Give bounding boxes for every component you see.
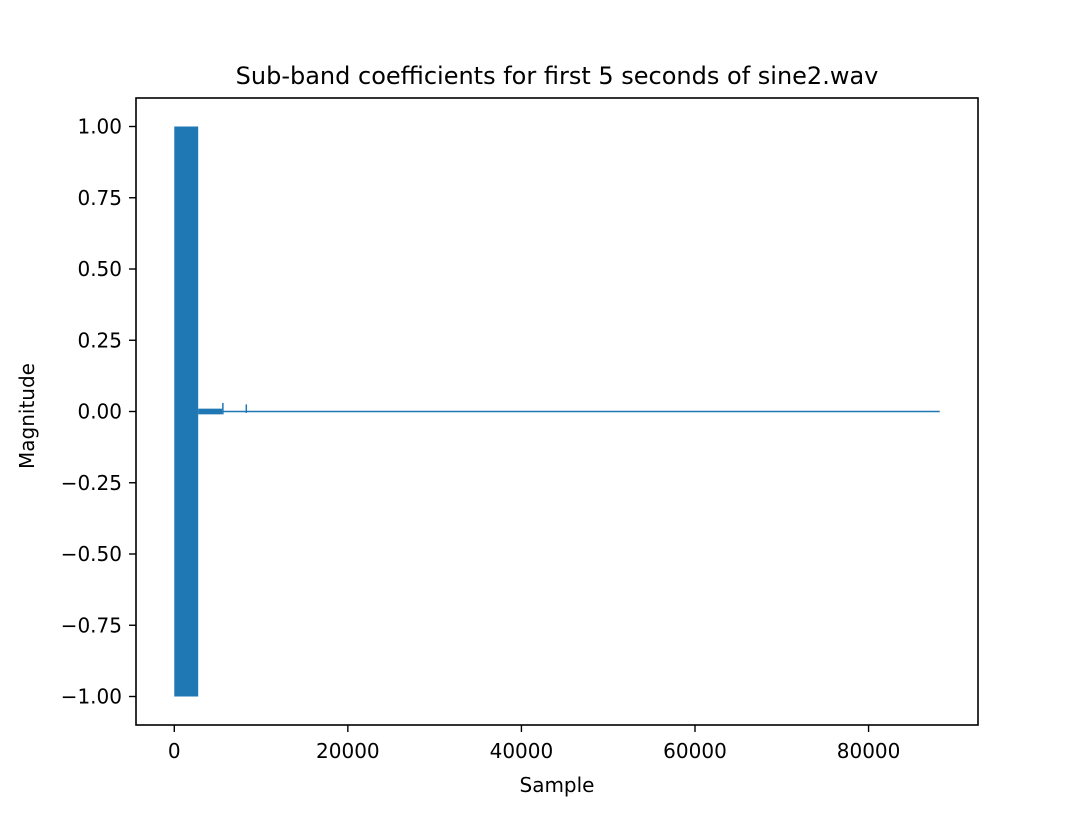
y-tick-label: 0.25 — [77, 328, 122, 352]
x-tick-label: 20000 — [316, 739, 380, 763]
series-segment-3 — [222, 410, 940, 413]
x-tick-label: 0 — [168, 739, 181, 763]
y-tick-label: 0.50 — [77, 257, 122, 281]
x-axis-label: Sample — [520, 773, 595, 797]
y-tick-label: −0.25 — [61, 471, 122, 495]
y-tick-label: −0.75 — [61, 613, 122, 637]
x-axis: 0 20000 40000 60000 80000 — [168, 725, 900, 763]
chart-title: Sub-band coefficients for first 5 second… — [236, 62, 879, 90]
x-tick-label: 80000 — [837, 739, 901, 763]
y-tick-label: 0.00 — [77, 400, 122, 424]
y-tick-label: −1.00 — [61, 685, 122, 709]
y-axis-label: Magnitude — [15, 363, 39, 469]
plot-area — [174, 126, 940, 697]
axes-frame — [135, 97, 979, 726]
y-axis: 1.00 0.75 0.50 0.25 0.00 −0.25 −0.50 −0.75 −1.00 — [61, 115, 136, 709]
y-tick-label: 1.00 — [77, 115, 122, 139]
series-segment-2 — [198, 408, 223, 415]
y-tick-label: 0.75 — [77, 186, 122, 210]
x-tick-label: 40000 — [490, 739, 554, 763]
y-tick-label: −0.50 — [61, 542, 122, 566]
x-tick-label: 60000 — [663, 739, 727, 763]
series-segment-1 — [174, 126, 199, 697]
